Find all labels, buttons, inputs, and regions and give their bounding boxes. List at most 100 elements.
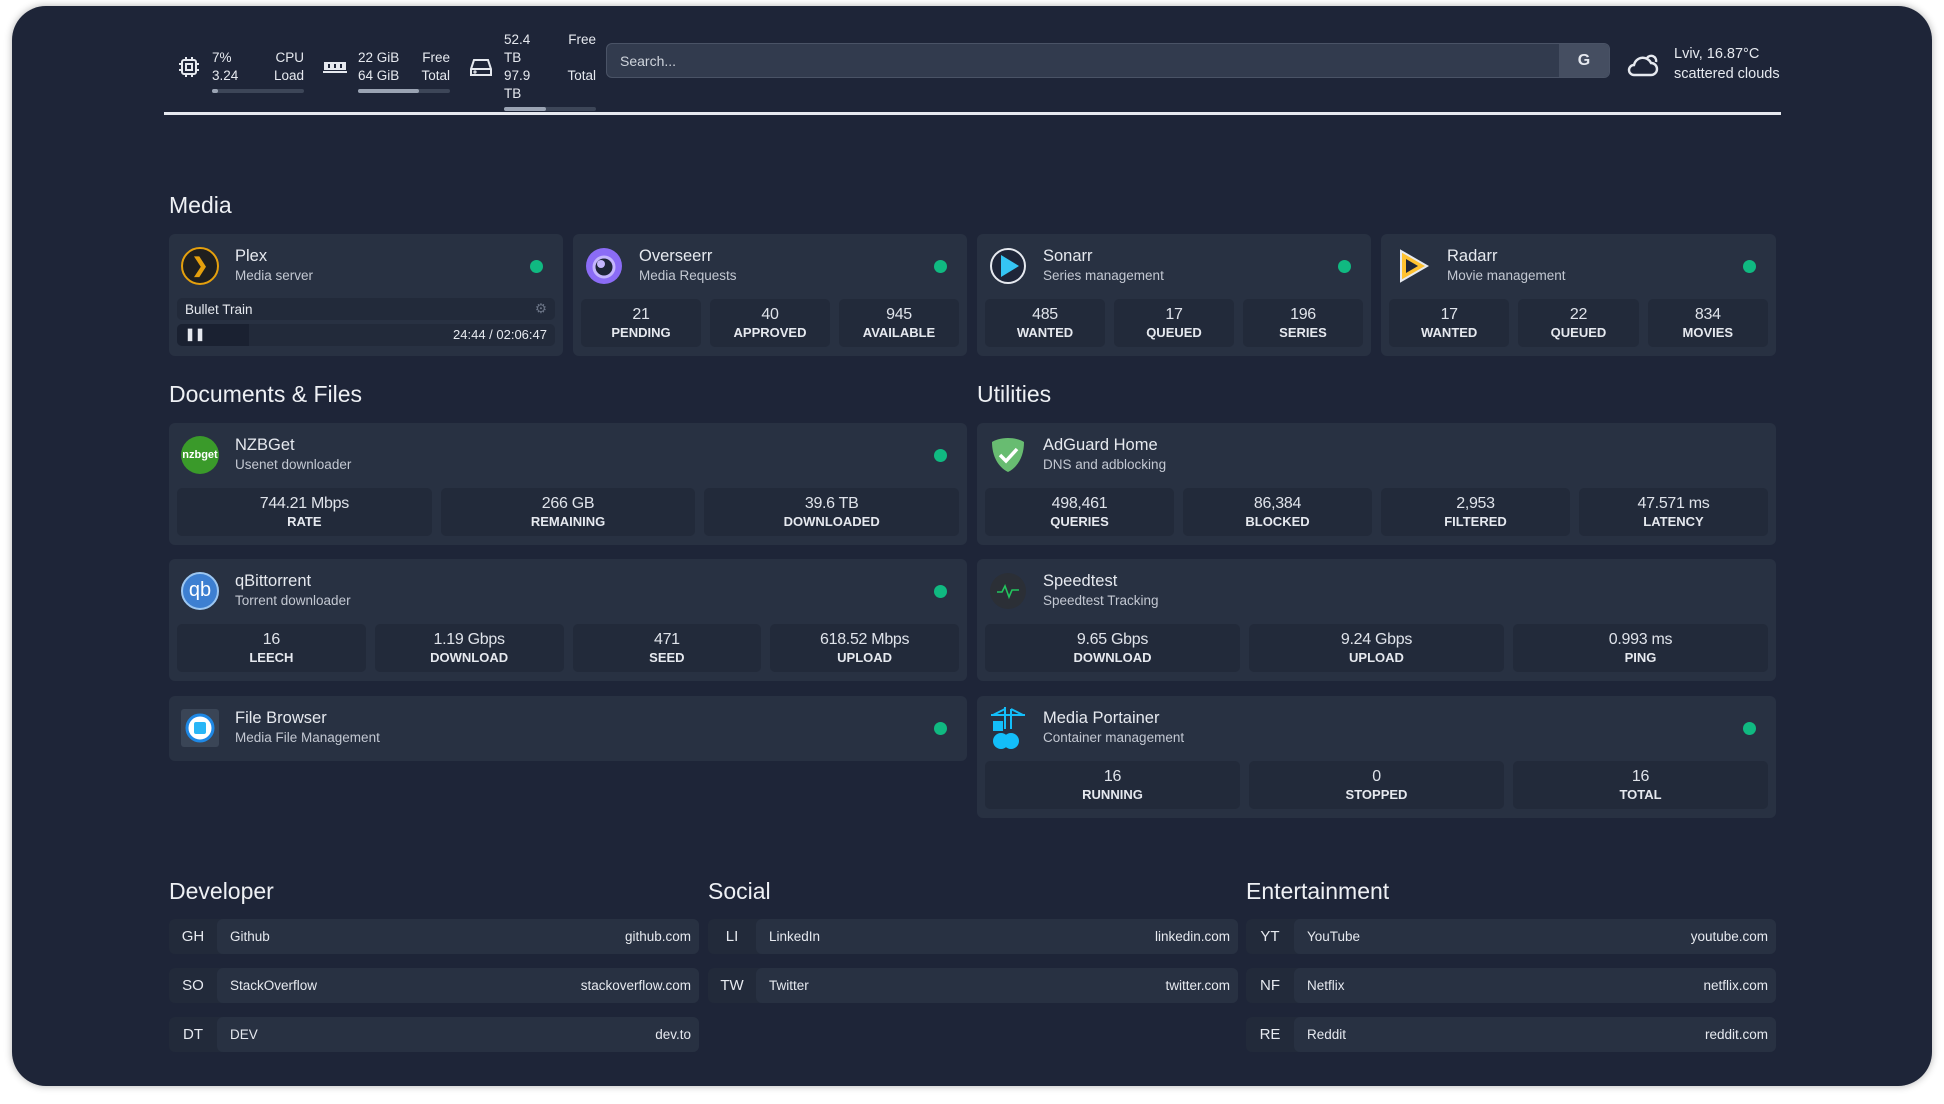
disk-icon — [466, 52, 496, 82]
service-card-speedtest[interactable]: Speedtest Speedtest Tracking 9.65 Gbps DOWN… — [977, 559, 1776, 681]
service-description: Media server — [235, 268, 314, 283]
search-bar: G — [606, 43, 1610, 78]
memory-free: 22 GiB — [358, 50, 400, 65]
bookmark-linkedin[interactable]: LI LinkedIn linkedin.com — [708, 919, 1238, 954]
stat-movies: 834 MOVIES — [1647, 299, 1768, 347]
bookmark-netflix[interactable]: NF Netflix netflix.com — [1246, 968, 1776, 1003]
service-card-nzbget[interactable]: nzbget NZBGet Usenet downloader 744.21 Mbps… — [169, 423, 967, 545]
service-card-plex[interactable]: ❯ Plex Media server Bullet Train ⚙ ❚❚ 24:44… — [169, 234, 563, 356]
stat-running: 16 RUNNING — [985, 761, 1240, 809]
service-description: Torrent downloader — [235, 593, 351, 608]
card-header: Radarr Movie management — [1393, 246, 1566, 285]
bookmark-github[interactable]: GH Github github.com — [169, 919, 699, 954]
stat-latency: 47.571 ms LATENCY — [1579, 488, 1768, 536]
pause-icon[interactable]: ❚❚ — [185, 327, 206, 341]
stat-label: UPLOAD — [837, 650, 893, 665]
stat-ping: 0.993 ms PING — [1513, 624, 1768, 672]
stat-label: LEECH — [249, 650, 294, 665]
stat-value: 9.65 Gbps — [1076, 631, 1149, 648]
sonarr-icon — [989, 247, 1027, 285]
service-card-overseerr[interactable]: Overseerr Media Requests 21 PENDING 40 APPROV… — [573, 234, 967, 356]
filebrowser-icon — [181, 708, 219, 747]
stat-label: STOPPED — [1345, 787, 1408, 802]
stat-queued: 22 QUEUED — [1518, 299, 1639, 347]
bookmark-body[interactable]: Github github.com — [217, 919, 699, 954]
adguard-icon — [989, 436, 1027, 474]
service-card-sonarr[interactable]: Sonarr Series management 485 WANTED 17 QUEUED… — [977, 234, 1371, 356]
service-name: Overseerr — [639, 247, 713, 265]
bookmark-abbr: LI — [725, 928, 739, 945]
nzbget-icon: nzbget — [181, 435, 219, 474]
stat-label: WANTED — [1016, 325, 1074, 340]
stat-total: 16 TOTAL — [1513, 761, 1768, 809]
bookmark-name: LinkedIn — [769, 929, 821, 944]
service-card-adguard[interactable]: AdGuard Home DNS and adblocking 498,461 QUE… — [977, 423, 1776, 545]
settings-icon[interactable]: ⚙ — [534, 301, 547, 316]
service-description: Speedtest Tracking — [1043, 593, 1159, 608]
bookmark-body[interactable]: Twitter twitter.com — [756, 968, 1238, 1003]
service-name: Media Portainer — [1043, 709, 1160, 727]
bookmarks-entertainment: YT YouTube youtube.com NF Netflix netflix.com… — [1246, 919, 1776, 1066]
bookmark-name: Github — [230, 929, 270, 944]
stat-value: 39.6 TB — [804, 495, 859, 512]
disk-bar — [504, 107, 596, 111]
service-card-radarr[interactable]: Radarr Movie management 17 WANTED 22 QUEUED 83… — [1381, 234, 1776, 356]
status-indicator — [934, 260, 947, 273]
stat-upload: 618.52 Mbps UPLOAD — [770, 624, 959, 672]
bookmark-name: Twitter — [769, 978, 809, 993]
google-search-button[interactable]: G — [1559, 44, 1609, 77]
service-description: Movie management — [1447, 268, 1566, 283]
disk-total: 97.9 TB — [504, 68, 531, 101]
bookmark-url: linkedin.com — [1154, 929, 1230, 944]
playback-progress[interactable]: ❚❚ 24:44 / 02:06:47 — [177, 324, 555, 346]
stat-value: 47.571 ms — [1637, 495, 1710, 512]
bookmark-body[interactable]: DEV dev.to — [217, 1017, 699, 1052]
bookmark-dev[interactable]: DT DEV dev.to — [169, 1017, 699, 1052]
bookmark-body[interactable]: Reddit reddit.com — [1294, 1017, 1776, 1052]
bookmark-stackoverflow[interactable]: SO StackOverflow stackoverflow.com — [169, 968, 699, 1003]
bookmark-body[interactable]: Netflix netflix.com — [1294, 968, 1776, 1003]
bookmark-name: StackOverflow — [230, 978, 318, 993]
bookmark-youtube[interactable]: YT YouTube youtube.com — [1246, 919, 1776, 954]
stat-label: REMAINING — [530, 514, 606, 529]
service-stats: 16 LEECH 1.19 Gbps DOWNLOAD 471 SEED 618.52 Mb… — [177, 624, 959, 672]
search-input[interactable] — [607, 44, 1559, 77]
stat-label: WANTED — [1420, 325, 1478, 340]
stat-label: SEED — [649, 650, 685, 665]
stat-label: APPROVED — [733, 325, 807, 340]
stat-label: PENDING — [611, 325, 671, 340]
status-indicator — [1743, 260, 1756, 273]
bookmark-url: stackoverflow.com — [580, 978, 691, 993]
cpu-bar — [212, 89, 304, 93]
stat-value: 945 — [886, 306, 912, 323]
status-indicator — [530, 260, 543, 273]
bookmark-twitter[interactable]: TW Twitter twitter.com — [708, 968, 1238, 1003]
service-stats: 17 WANTED 22 QUEUED 834 MOVIES — [1389, 299, 1768, 347]
service-name: Radarr — [1447, 247, 1498, 265]
card-header: nzbget NZBGet Usenet downloader — [181, 435, 351, 474]
service-card-filebrowser[interactable]: File Browser Media File Management — [169, 696, 967, 761]
bookmark-abbr: NF — [1260, 977, 1280, 994]
weather-condition: scattered clouds — [1674, 66, 1780, 82]
stat-value: 834 — [1694, 306, 1721, 323]
service-name: qBittorrent — [235, 572, 312, 590]
service-card-qbittorrent[interactable]: qb qBittorrent Torrent downloader 16 LEECH 1.… — [169, 559, 967, 681]
bookmark-body[interactable]: LinkedIn linkedin.com — [756, 919, 1238, 954]
status-indicator — [1743, 722, 1756, 735]
stat-value: 618.52 Mbps — [820, 631, 910, 648]
stat-value: 21 — [632, 306, 650, 323]
bookmark-reddit[interactable]: RE Reddit reddit.com — [1246, 1017, 1776, 1052]
stat-label: MOVIES — [1682, 325, 1734, 340]
speedtest-icon — [989, 572, 1027, 610]
cpu-percent: 7% — [212, 50, 232, 65]
service-stats: 498,461 QUERIES 86,384 BLOCKED 2,953 FILTERED… — [985, 488, 1768, 536]
stat-filtered: 2,953 FILTERED — [1381, 488, 1570, 536]
resource-widgets: 7% CPU 3.24 Load 22 GiB Free 64 GiB Total 52.4… — [174, 32, 612, 111]
bookmark-body[interactable]: YouTube youtube.com — [1294, 919, 1776, 954]
section-title-media: Media — [169, 192, 232, 218]
service-card-portainer[interactable]: Media Portainer Container management 16 RUN… — [977, 696, 1776, 818]
bookmark-body[interactable]: StackOverflow stackoverflow.com — [217, 968, 699, 1003]
bookmark-abbr: SO — [182, 977, 204, 994]
stat-value: 498,461 — [1051, 495, 1108, 512]
stat-value: 16 — [262, 631, 281, 648]
